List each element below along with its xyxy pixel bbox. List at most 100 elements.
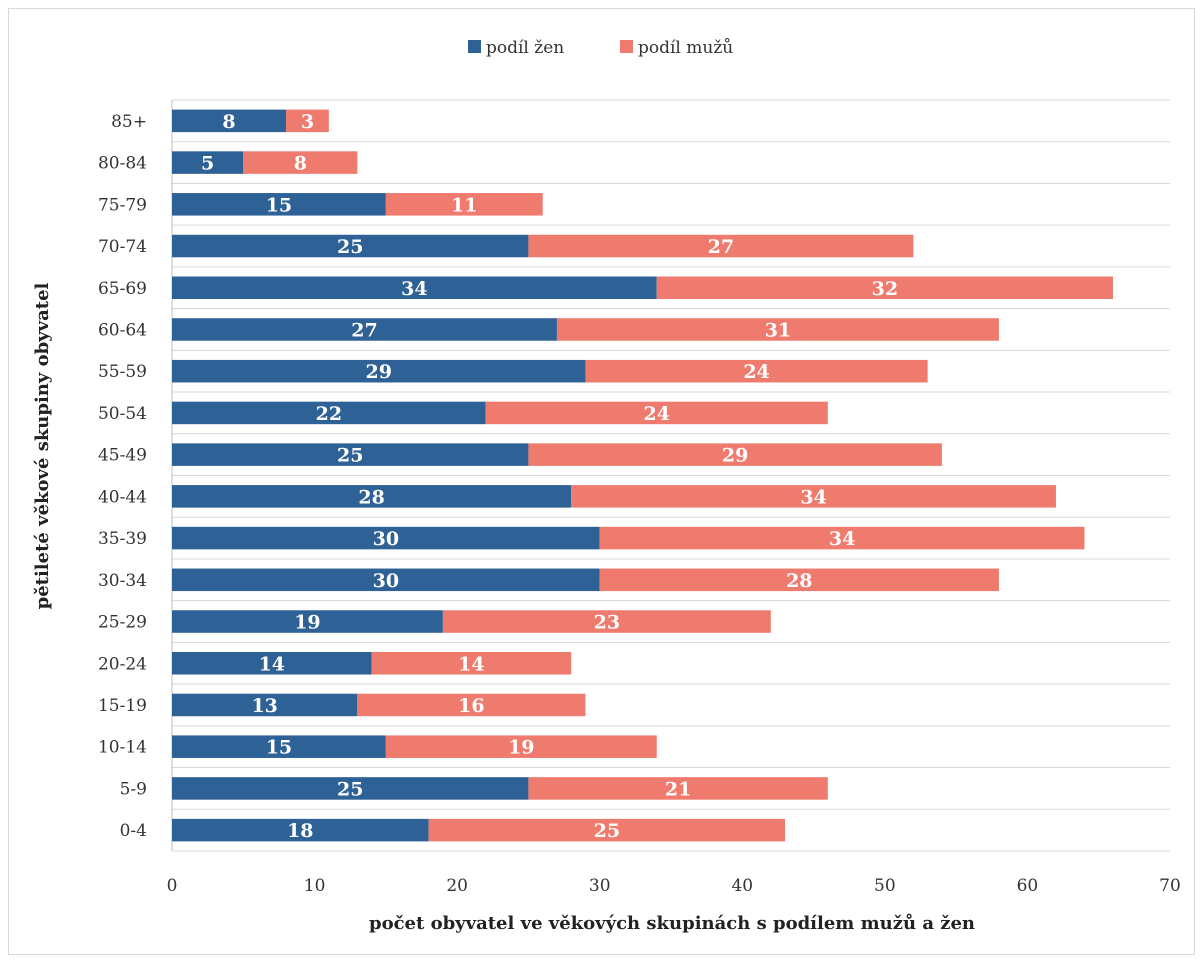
bar-segment-muzi: [571, 485, 1056, 508]
data-label: 27: [351, 319, 377, 341]
data-label: 28: [358, 486, 384, 508]
y-tick-label: 30-34: [98, 571, 147, 591]
data-label: 18: [287, 820, 313, 842]
data-label: 24: [644, 403, 670, 425]
bar-segment-muzi: [599, 568, 999, 592]
x-tick-label: 0: [167, 876, 178, 896]
data-label: 24: [743, 361, 769, 383]
bar-segment-muzi: [371, 651, 572, 675]
gridlines: [171, 99, 1170, 852]
y-tick-label: 55-59: [98, 362, 147, 382]
bar-segment-muzi: [428, 818, 786, 842]
y-tick-label: 15-19: [98, 696, 147, 716]
y-axis-title: pětileté věkové skupiny obyvatel: [32, 282, 53, 609]
y-tick-label: 20-24: [98, 654, 147, 674]
bar-segment-muzi: [528, 234, 914, 258]
bar-segment-zeny: [172, 359, 586, 383]
bar-segment-zeny: [172, 276, 657, 300]
y-tick-label: 85+: [111, 112, 147, 132]
y-tick-label: 35-39: [98, 529, 147, 549]
bar-segment-zeny: [172, 318, 557, 341]
x-axis-title: počet obyvatel ve věkových skupinách s p…: [369, 912, 975, 934]
bar-segment-muzi: [243, 151, 358, 174]
bar-segment-zeny: [172, 777, 529, 800]
data-label: 30: [373, 528, 399, 550]
bar-segment-muzi: [485, 401, 828, 425]
data-label: 13: [251, 695, 277, 717]
x-tick-label: 70: [1159, 876, 1181, 896]
data-label: 19: [508, 737, 534, 759]
data-label: 19: [294, 612, 320, 634]
data-label: 34: [800, 486, 826, 508]
data-label: 22: [316, 403, 342, 425]
x-tick-label: 50: [874, 876, 896, 896]
bar-segment-zeny: [172, 151, 244, 174]
y-tick-label: 50-54: [98, 404, 147, 424]
bar-segment-muzi: [286, 109, 329, 133]
x-tick-label: 20: [446, 876, 468, 896]
data-label: 25: [337, 236, 363, 258]
data-label: 31: [765, 319, 791, 341]
data-label: 11: [451, 194, 477, 216]
bars: [172, 109, 1113, 842]
y-tick-label: 65-69: [98, 279, 147, 299]
bar-segment-muzi: [442, 610, 771, 633]
data-label: 3: [301, 111, 314, 133]
bar-segment-muzi: [528, 777, 828, 800]
x-tick-label: 60: [1017, 876, 1039, 896]
bar-segment-muzi: [599, 526, 1085, 550]
y-tick-label: 60-64: [98, 320, 147, 340]
data-label: 15: [266, 194, 292, 216]
data-label: 5: [201, 153, 214, 175]
bar-segment-zeny: [172, 610, 443, 633]
legend-swatch-muzi: [620, 40, 633, 53]
y-tick-label: 80-84: [98, 154, 147, 174]
y-tick-label: 45-49: [98, 446, 147, 466]
data-label: 16: [458, 695, 484, 717]
y-tick-label: 40-44: [98, 487, 147, 507]
data-label: 25: [337, 445, 363, 467]
bar-segment-muzi: [357, 693, 586, 717]
bar-segment-zeny: [172, 818, 429, 842]
bar-segment-zeny: [172, 109, 287, 133]
data-label: 28: [786, 570, 812, 592]
y-axis-tick-labels: 85+ 80-84 75-79 70-74 65-69 60-64 55-59 50-54 45…: [98, 112, 147, 841]
bar-segment-zeny: [172, 443, 529, 466]
bar-segment-zeny: [172, 485, 572, 508]
y-tick-label: 25-29: [98, 613, 147, 633]
data-label: 34: [401, 278, 427, 300]
data-label: 29: [722, 445, 748, 467]
bar-segment-muzi: [556, 318, 999, 341]
data-label: 14: [458, 653, 484, 675]
bar-segment-zeny: [172, 193, 386, 216]
x-tick-label: 40: [731, 876, 753, 896]
bar-segment-zeny: [172, 651, 372, 675]
y-tick-label: 0-4: [120, 821, 147, 841]
y-tick-label: 10-14: [98, 738, 147, 758]
bar-segment-zeny: [172, 401, 486, 425]
legend-label-zeny: podíl žen: [486, 38, 564, 58]
y-tick-label: 75-79: [98, 195, 147, 215]
data-label: 32: [872, 278, 898, 300]
bar-segment-muzi: [528, 443, 942, 466]
bar-segment-muzi: [385, 735, 657, 758]
data-label: 14: [259, 653, 285, 675]
data-label: 15: [266, 737, 292, 759]
data-label: 8: [294, 153, 307, 175]
x-axis-tick-labels: 0 10 20 30 40 50 60 70: [167, 876, 1181, 896]
bar-segment-muzi: [656, 276, 1113, 300]
bar-segment-zeny: [172, 568, 600, 592]
data-label: 27: [708, 236, 734, 258]
data-label: 21: [665, 778, 691, 800]
x-tick-label: 30: [589, 876, 611, 896]
data-label: 25: [594, 820, 620, 842]
data-label: 25: [337, 778, 363, 800]
bar-segment-muzi: [385, 193, 543, 216]
bar-segment-zeny: [172, 735, 386, 758]
y-tick-label: 70-74: [98, 237, 147, 257]
legend: podíl žen podíl mužů: [468, 38, 733, 58]
bar-segment-zeny: [172, 693, 358, 717]
data-label: 23: [594, 612, 620, 634]
